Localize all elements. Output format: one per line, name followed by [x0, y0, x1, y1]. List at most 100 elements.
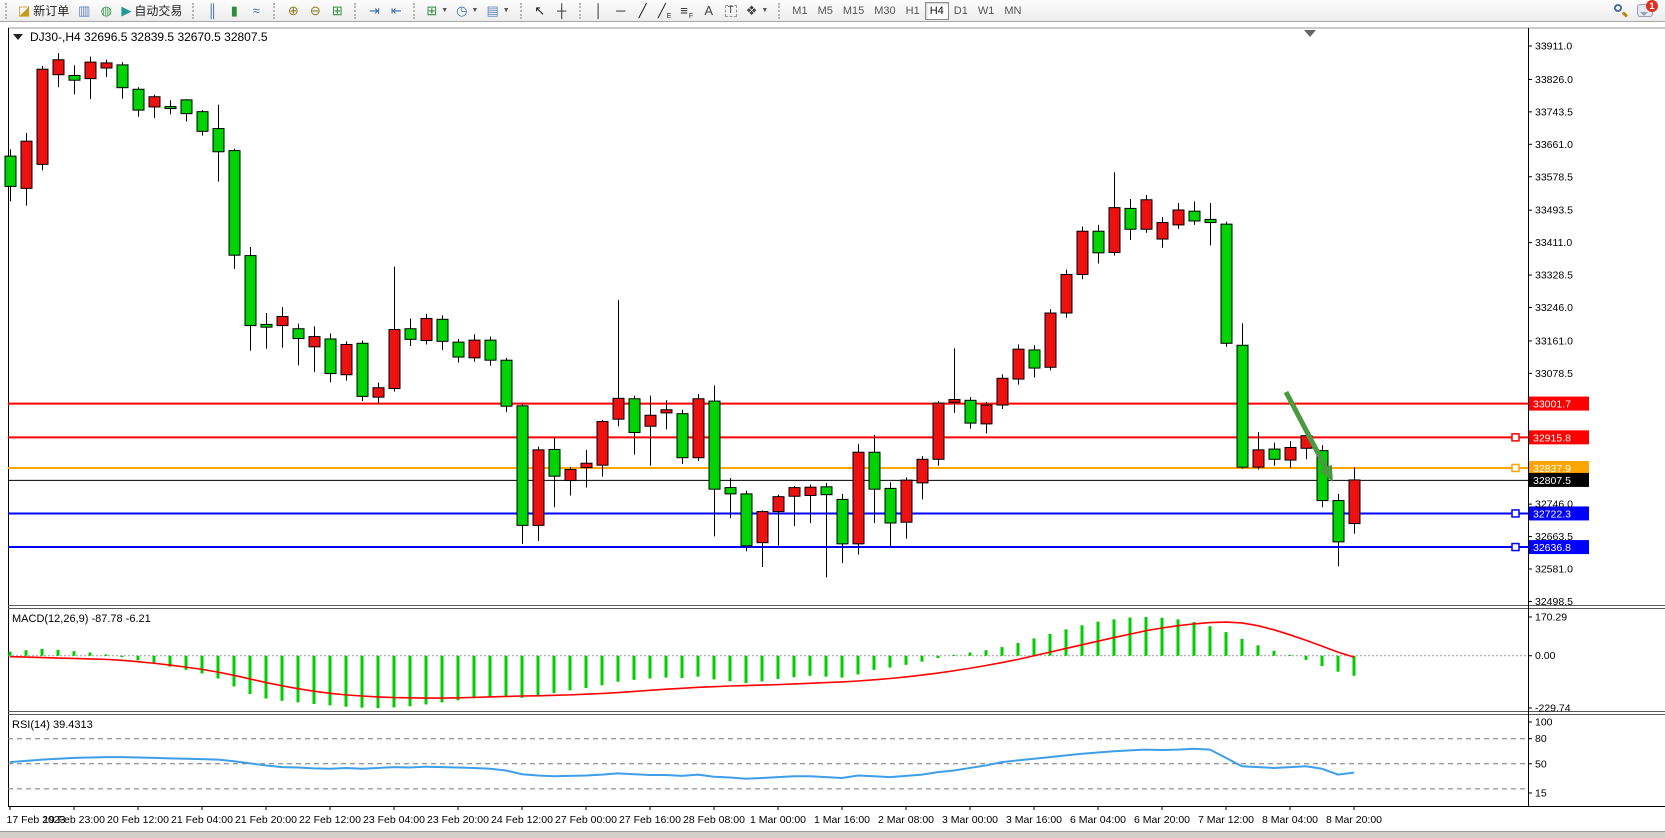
notifications-icon[interactable]: 1 — [1637, 0, 1658, 17]
candle-body — [1156, 222, 1169, 240]
cursor-button[interactable]: ↖ — [529, 1, 551, 21]
timeframe-w1-button[interactable]: W1 — [977, 4, 995, 17]
macd-histogram-bar — [424, 655, 428, 705]
toolbar-group-grip[interactable] — [519, 2, 523, 19]
macd-histogram-bar — [824, 655, 828, 677]
tile-windows-button[interactable]: ⊞ — [326, 1, 348, 21]
candle-body — [1268, 448, 1281, 460]
macd-histogram-bar — [264, 655, 268, 699]
price-level-lines[interactable]: 33001.7 32915.8 32837.9 32722.3 32636.8 32807… — [8, 396, 1589, 555]
candle-body — [516, 405, 529, 526]
toolbar-group-grip[interactable] — [413, 2, 416, 19]
candle-body — [68, 74, 81, 81]
chevron-down-icon[interactable]: ▼ — [441, 7, 449, 14]
signals-button[interactable]: ◍ — [95, 1, 117, 21]
horizontal-line-icon: ─ — [616, 3, 626, 18]
autotrading-button[interactable]: ▶ 自动交易 — [117, 1, 186, 21]
channel-button[interactable]: ╱ E — [654, 1, 676, 21]
timeframe-h1-button[interactable]: H1 — [905, 4, 920, 17]
macd-histogram-bar — [1000, 647, 1004, 656]
level-line-handle[interactable] — [1511, 542, 1520, 552]
chevron-down-icon[interactable]: ▼ — [761, 7, 769, 14]
candlestick-chart-button[interactable]: ▮ — [223, 1, 245, 21]
candle-body — [596, 421, 609, 466]
timeframe-d1-button[interactable]: D1 — [953, 4, 968, 17]
text-button[interactable]: A — [698, 1, 720, 21]
fibonacci-button[interactable]: ≡ F — [676, 1, 698, 21]
text-label-button[interactable]: T — [720, 1, 742, 21]
macd-histogram-bar — [840, 655, 844, 678]
candle-body — [372, 387, 385, 398]
toolbar-group-grip[interactable] — [354, 2, 357, 19]
macd-histogram-bar — [344, 655, 348, 707]
macd-histogram-bar — [1096, 621, 1100, 656]
level-line-handle[interactable] — [1511, 509, 1520, 518]
crosshair-button[interactable]: ┼ — [551, 1, 573, 21]
chevron-down-icon[interactable]: ▼ — [502, 7, 510, 14]
periods-button[interactable]: ◷ ▼ — [452, 1, 482, 21]
macd-histogram-bar — [1016, 642, 1020, 656]
timeframe-mn-button[interactable]: MN — [1004, 4, 1022, 17]
horizontal-line-button[interactable]: ─ — [610, 1, 632, 21]
toolbar-group-grip[interactable] — [273, 2, 276, 19]
new-chart-button[interactable]: ⊞ ▼ — [422, 1, 452, 21]
current-price-badge-label: 32807.5 — [1533, 475, 1571, 487]
candle-body — [404, 328, 417, 340]
timeframe-m15-button[interactable]: M15 — [842, 4, 865, 17]
signal-icon: ◍ — [100, 3, 112, 18]
zoom-out-button[interactable]: ⊖ — [304, 1, 326, 21]
templates-button[interactable]: ▤ ▼ — [482, 1, 513, 21]
candle-body — [1012, 348, 1025, 380]
macd-histogram-bar — [504, 655, 508, 696]
level-line-handle[interactable] — [1511, 433, 1520, 442]
quick-trade-dropdown-icon[interactable] — [13, 34, 23, 40]
candle-body — [660, 409, 673, 414]
zoom-in-button[interactable]: ⊕ — [282, 1, 304, 21]
clock-icon: ◷ — [456, 3, 468, 18]
arrows-button[interactable]: ❖ ▼ — [742, 1, 773, 21]
rsi-line — [9, 747, 1355, 780]
macd-signal-line — [9, 621, 1355, 699]
macd-scale-label: -229.74 — [1535, 703, 1571, 715]
search-icon[interactable] — [1613, 3, 1629, 18]
time-tick-label: 28 Feb 08:00 — [683, 814, 745, 826]
chevron-down-icon[interactable]: ▼ — [471, 7, 479, 14]
line-chart-button[interactable]: ≈ — [245, 1, 267, 21]
timeframe-h4-button[interactable]: H4 — [924, 1, 949, 20]
time-tick-label: 8 Mar 20:00 — [1326, 814, 1382, 826]
chart-axes[interactable]: 33911.0 33826.0 33743.5 33661.0 33578.5 33493… — [7, 41, 1574, 827]
metaeditor-button[interactable]: ▥ — [73, 1, 95, 21]
macd-histogram-bar — [664, 655, 668, 678]
trendline-button[interactable]: ╱ — [632, 1, 654, 21]
macd-histogram-bar — [1192, 622, 1196, 656]
new-order-button[interactable]: ◪ 新订单 — [14, 1, 73, 21]
price-level-badge-label: 32636.8 — [1533, 542, 1571, 554]
symbol-ohlc-line: DJ30-,H4 32696.5 32839.5 32670.5 32807.5 — [30, 30, 268, 44]
macd-histogram-bar — [56, 649, 60, 656]
vertical-line-button[interactable]: │ — [588, 1, 610, 21]
toolbar-group-grip[interactable] — [5, 2, 8, 19]
level-line-handle[interactable] — [1511, 463, 1520, 473]
toolbar-group-grip[interactable] — [578, 2, 582, 19]
toolbar-group-grip[interactable] — [192, 2, 195, 19]
auto-scroll-icon: ⇥ — [368, 3, 380, 18]
toolbar-group-grip[interactable] — [778, 2, 781, 19]
time-tick-label: 2 Mar 08:00 — [878, 814, 934, 826]
candle-body — [644, 414, 657, 427]
timeframe-m30-button[interactable]: M30 — [874, 4, 896, 17]
chart-shift-button[interactable]: ⇤ — [385, 1, 407, 21]
macd-histogram-bar — [984, 650, 988, 656]
timeframe-m1-button[interactable]: M1 — [792, 4, 808, 17]
annotations[interactable] — [1283, 390, 1333, 482]
new-chart-icon: ⊞ — [426, 3, 438, 18]
chart-shift-marker-icon[interactable] — [1304, 30, 1316, 37]
macd-histogram-bar — [248, 655, 252, 694]
macd-histogram-bar — [1304, 655, 1308, 660]
price-tick-label: 33328.5 — [1535, 270, 1573, 282]
bar-chart-button[interactable]: ║ — [201, 1, 223, 21]
candle-body — [788, 487, 801, 497]
trade-direction-arrow-annotation[interactable] — [1283, 390, 1332, 476]
auto-scroll-button[interactable]: ⇥ — [363, 1, 385, 21]
timeframe-m5-button[interactable]: M5 — [817, 4, 833, 17]
